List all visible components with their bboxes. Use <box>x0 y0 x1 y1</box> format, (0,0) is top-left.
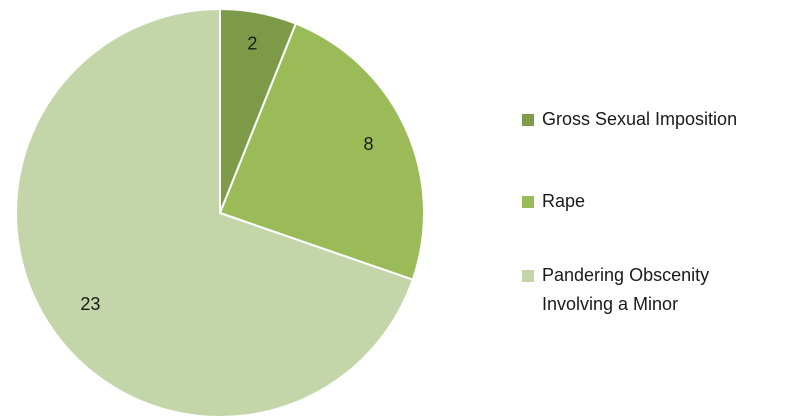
legend-swatch-1 <box>522 114 534 126</box>
legend-label-2: Rape <box>542 191 585 211</box>
slice-value-label-1: 2 <box>247 33 257 53</box>
legend-swatch-3 <box>522 270 534 282</box>
legend-item-1: Gross Sexual Imposition <box>522 109 737 129</box>
pie-slice-2 <box>219 22 425 281</box>
legend: Gross Sexual Imposition Rape Pandering Obs… <box>522 109 737 314</box>
pie-slices <box>15 8 425 418</box>
slice-value-label-3: 23 <box>80 294 100 314</box>
legend-item-2: Rape <box>522 191 585 211</box>
legend-swatch-2 <box>522 196 534 208</box>
slice-labels: 2 8 23 <box>80 33 373 314</box>
legend-label-3-line-2: Involving a Minor <box>542 294 678 314</box>
legend-label-3-line-1: Pandering Obscenity <box>542 265 709 285</box>
pie-slice-3 <box>15 8 414 418</box>
legend-item-3: Pandering Obscenity Involving a Minor <box>522 265 709 314</box>
slice-value-label-2: 8 <box>363 134 373 154</box>
legend-label-1: Gross Sexual Imposition <box>542 109 737 129</box>
